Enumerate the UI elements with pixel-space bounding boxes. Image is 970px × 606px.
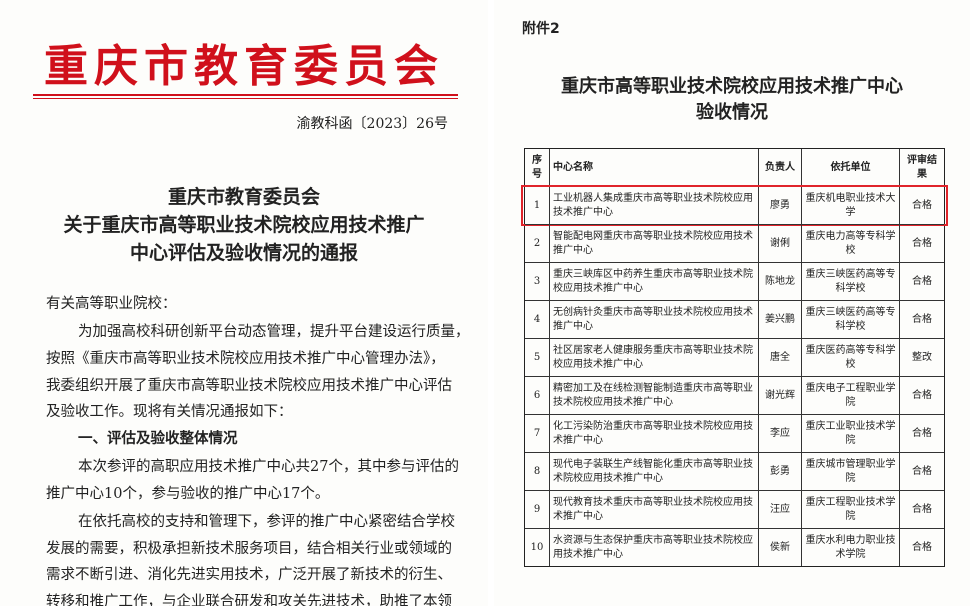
table-cell: 智能配电网重庆市高等职业技术院校应用技术推广中心 [549,225,758,262]
doc-title: 验收情况 [696,102,768,123]
table-cell: 无创病针灸重庆市高等职业技术院校应用技术推广中心 [549,301,758,338]
table-cell: 侯新 [758,529,801,566]
table-row: 10 水资源与生态保护重庆市高等职业技术院校应用技术推广中心 侯新 重庆水利电力职业技… [525,528,944,566]
table-cell: 合格 [899,529,944,566]
table-cell: 8 [533,465,541,477]
table-cell: 合格 [899,225,944,262]
table-row: 8 现代电子装联生产线智能化重庆市高等职业技术院校应用技术推广中心 彭勇 重庆城市管理… [525,452,944,490]
header-cell: 序号 [532,154,542,180]
table-cell: 2 [533,237,541,249]
right-page: 附件2 序号 中心名称 负责人 依托单位 评审结果 1 工业机器人集成重庆市高等职业技术院校… [494,0,970,606]
table-cell: 谢光辉 [758,377,801,414]
table-cell: 合格 [899,453,944,490]
table-cell: 整改 [899,339,944,376]
table-cell: 唐全 [758,339,801,376]
table-cell: 重庆三峡医药高等专科学校 [801,301,899,338]
table-cell: 重庆城市管理职业学院 [801,453,899,490]
table-row: 4 无创病针灸重庆市高等职业技术院校应用技术推广中心 姜兴鹏 重庆三峡医药高等专科学校… [525,300,944,338]
table-cell: 重庆电子工程职业学院 [801,377,899,414]
table-cell: 彭勇 [758,453,801,490]
table-row: 7 化工污染防治重庆市高等职业技术院校应用技术推广中心 李应 重庆工业职业技术学院 合格 [525,414,944,452]
table-cell: 重庆三峡库区中药养生重庆市高等职业技术院校应用技术推广中心 [549,263,758,300]
table-cell: 重庆电力高等专科学校 [801,225,899,262]
table-header-row: 序号 中心名称 负责人 依托单位 评审结果 [525,149,944,186]
table-cell: 10 [530,541,544,553]
table-cell: 重庆工程职业技术学院 [801,491,899,528]
table-cell: 姜兴鹏 [758,301,801,338]
table-row: 1 工业机器人集成重庆市高等职业技术院校应用技术推广中心 廖勇 重庆机电职业技术大学合… [521,185,948,226]
header-cell: 负责人 [758,149,801,186]
table-cell: 廖勇 [758,187,801,224]
body-line: 本次参评的高职应用技术推广中心共27个，其中参与评估的 [78,459,459,475]
table-row: 2 智能配电网重庆市高等职业技术院校应用技术推广中心 谢俐 重庆电力高等专科学校 合格 [525,224,944,262]
table-cell: 精密加工及在线检测智能制造重庆市高等职业技术院校应用技术推广中心 [549,377,758,414]
body-line: 为加强高校科研创新平台动态管理，提升平台建设运行质量， [78,324,470,340]
body-line: 推广中心10个，参与验收的推广中心17个。 [46,486,330,502]
left-page: 重庆市教育委员会 渝教科函〔2023〕26号 重庆市教育委员会关于重庆市高等职业… [33,41,470,606]
table-cell: 合格 [899,301,944,338]
table-cell: 1 [533,199,541,211]
table-cell: 合格 [899,415,944,452]
body-line: 按照《重庆市高等职业技术院校应用技术推广中心管理办法》， [46,351,445,367]
table-row: 5 社区居家老人健康服务重庆市高等职业技术院校应用技术推广中心 唐全 重庆医药高等专科… [525,338,944,376]
table-cell: 重庆水利电力职业技术学院 [801,529,899,566]
red-rule [33,94,458,96]
doc-number: 渝教科函〔2023〕26号 [296,116,448,132]
body-line: 及验收工作。现将有关情况通报如下： [46,404,293,420]
table-cell: 社区居家老人健康服务重庆市高等职业技术院校应用技术推广中心 [549,339,758,376]
attachment-label: 附件2 [522,21,560,37]
table-cell: 4 [533,313,541,325]
body-line: 一、评估及验收整体情况 [78,431,238,447]
table-row: 9 现代教育技术重庆市高等职业技术院校应用技术推广中心 汪应 重庆工程职业技术学院 合格 [525,490,944,528]
table-cell: 水资源与生态保护重庆市高等职业技术院校应用技术推广中心 [549,529,758,566]
table-cell: 谢俐 [758,225,801,262]
table-cell: 重庆医药高等专科学校 [801,339,899,376]
table-cell: 汪应 [758,491,801,528]
table-cell: 合格 [899,187,944,224]
table-cell: 现代电子装联生产线智能化重庆市高等职业技术院校应用技术推广中心 [549,453,758,490]
body-line: 有关高等职业院校： [46,296,177,312]
table-cell: 7 [533,427,541,439]
red-rule [33,98,458,99]
header-cell: 中心名称 [549,149,758,186]
table-cell: 化工污染防治重庆市高等职业技术院校应用技术推广中心 [549,415,758,452]
table: 序号 中心名称 负责人 依托单位 评审结果 1 工业机器人集成重庆市高等职业技术院校应用技术… [521,148,948,567]
body-line: 发展的需要，积极承担新技术服务项目，结合相关行业或领域的 [46,541,452,557]
table-cell: 6 [533,389,541,401]
doc-title: 重庆市教育委员会 [167,186,320,208]
header-cell: 评审结果 [899,149,944,186]
table-cell: 现代教育技术重庆市高等职业技术院校应用技术推广中心 [549,491,758,528]
body-line: 需求不断引进、消化先进实用技术，广泛开展了新技术的衍生、 [46,567,452,583]
body-line: 我委组织开展了重庆市高等职业技术院校应用技术推广中心评估 [46,378,452,394]
org-header: 重庆市教育委员会 [44,41,444,92]
table-cell: 9 [533,503,541,515]
table-cell: 陈地龙 [758,263,801,300]
table-cell: 重庆工业职业技术学院 [801,415,899,452]
table-cell: 合格 [899,377,944,414]
header-cell: 依托单位 [801,149,899,186]
table-cell: 合格 [899,263,944,300]
table-cell: 李应 [758,415,801,452]
table-cell: 重庆三峡医药高等专科学校 [801,263,899,300]
table-cell: 3 [533,275,541,287]
table-cell: 工业机器人集成重庆市高等职业技术院校应用技术推广中心 [549,187,758,224]
doc-title: 重庆市高等职业技术院校应用技术推广中心 [561,76,903,97]
table-row: 6 精密加工及在线检测智能制造重庆市高等职业技术院校应用技术推广中心 谢光辉 重庆电子… [525,376,944,414]
body-line: 转移和推广工作，与企业联合研发和攻关先进技术，助推了本领 [46,594,452,606]
body-line: 在依托高校的支持和管理下，参评的推广中心紧密结合学校 [78,514,455,530]
table-cell: 5 [533,351,541,363]
doc-title: 中心评估及验收情况的通报 [129,242,358,264]
table-row: 3 重庆三峡库区中药养生重庆市高等职业技术院校应用技术推广中心 陈地龙 重庆三峡医药高… [525,262,944,300]
doc-title: 关于重庆市高等职业技术院校应用技术推广 [63,214,425,236]
table-cell: 合格 [899,491,944,528]
table-cell: 重庆机电职业技术大学 [801,187,899,224]
